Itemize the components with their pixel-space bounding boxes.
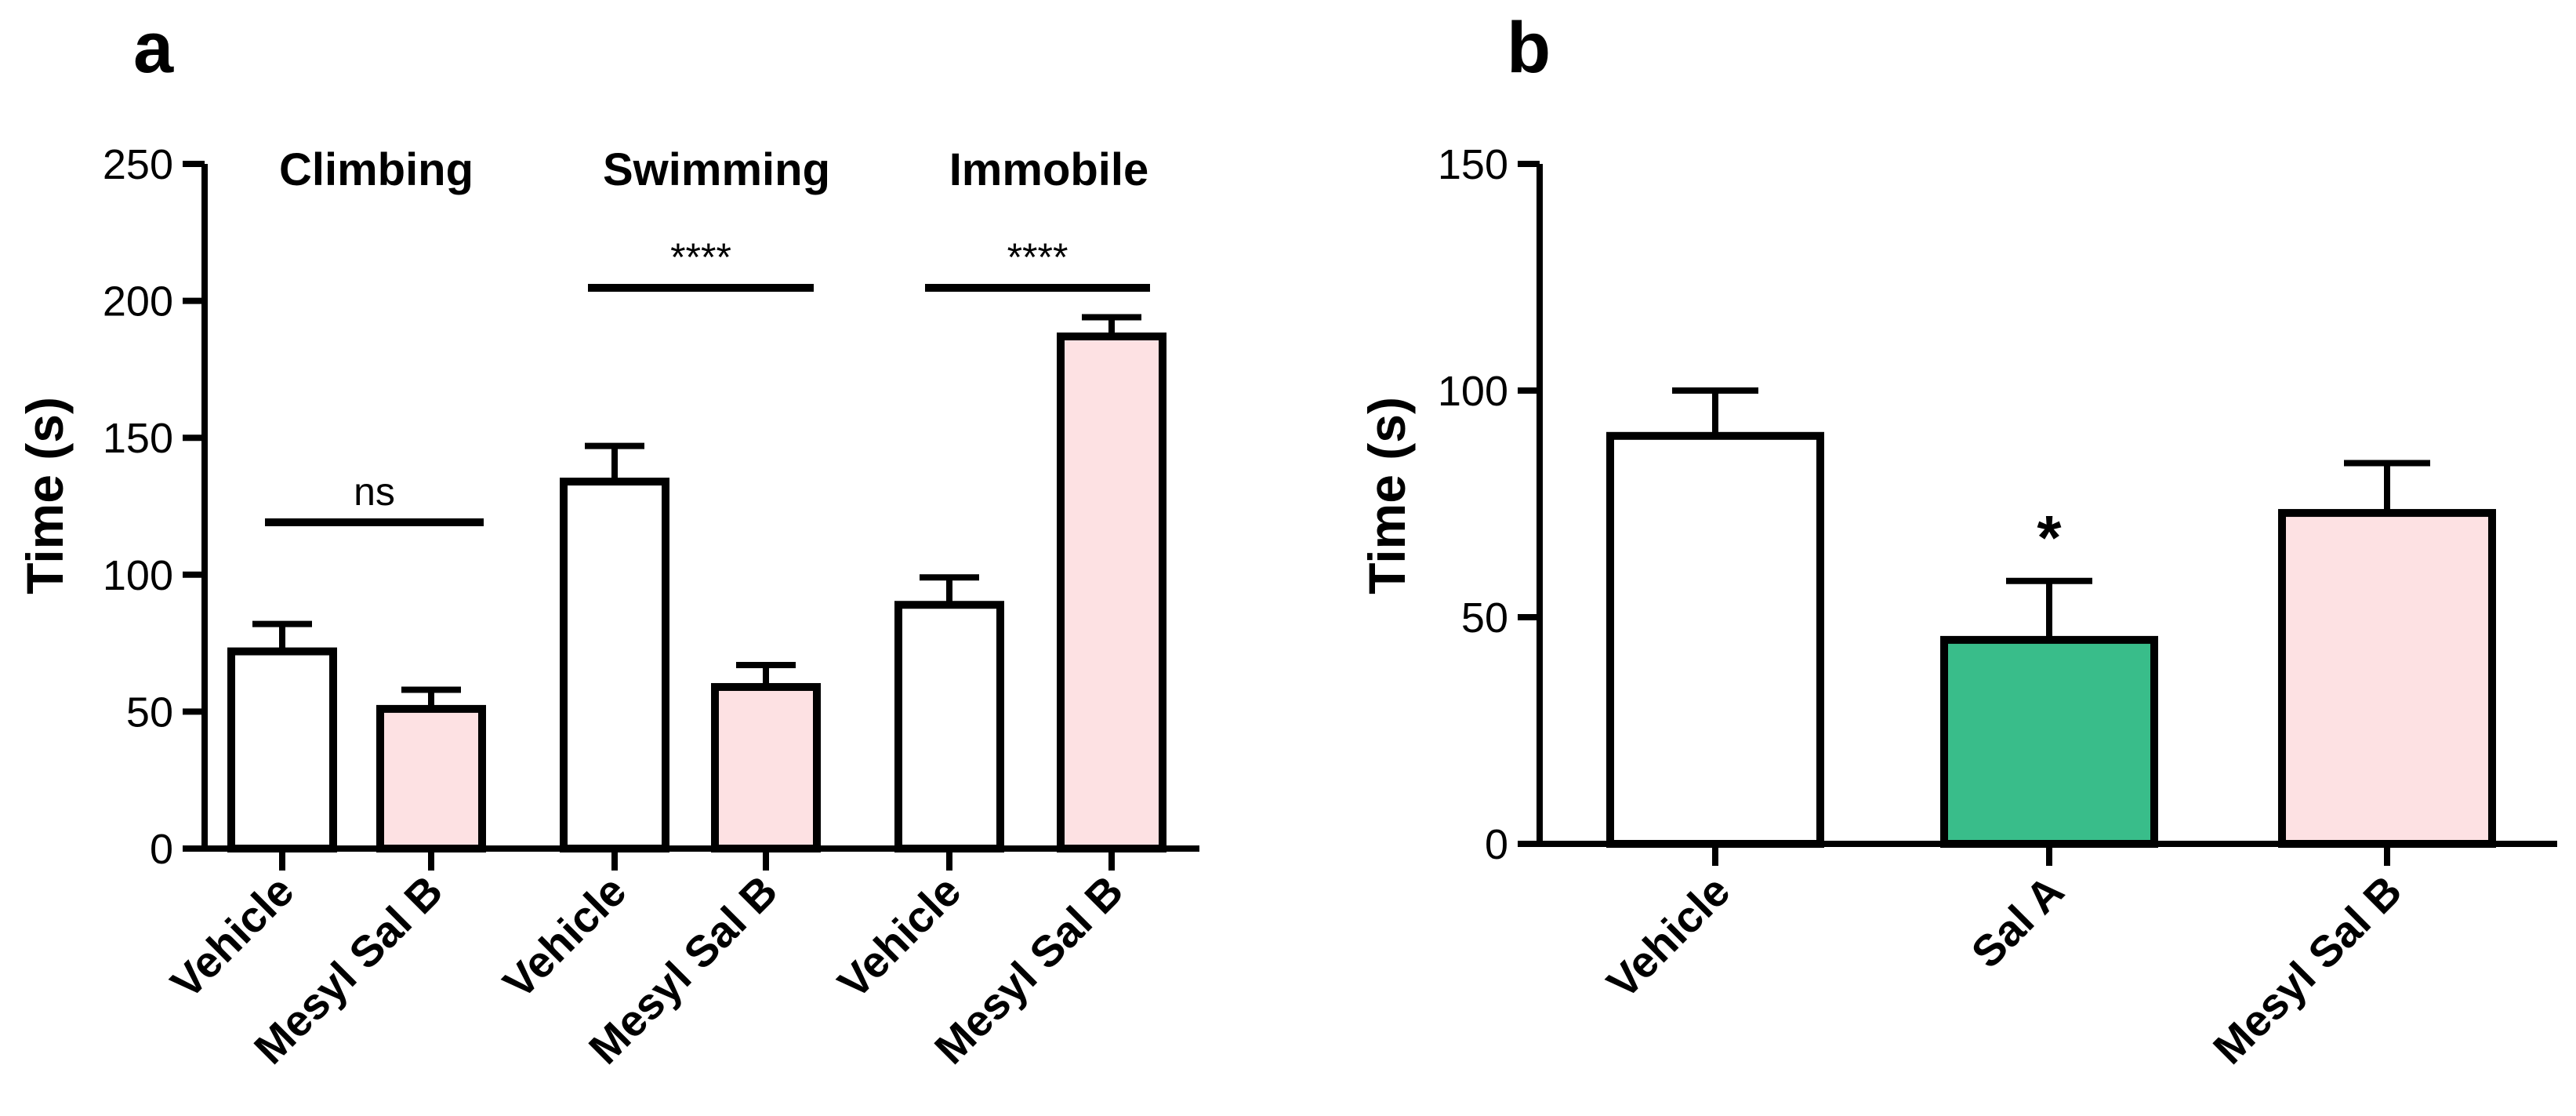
panel-b-y-tick-label: 100 bbox=[1438, 368, 1508, 415]
panel-a-y-tick-label: 200 bbox=[103, 278, 173, 325]
significance-label: **** bbox=[1007, 235, 1068, 279]
panel-a-y-tick-label: 250 bbox=[103, 141, 173, 188]
significance-label: **** bbox=[670, 235, 731, 279]
panel-a-y-tick-label: 0 bbox=[150, 826, 173, 873]
significance-label: ns bbox=[354, 470, 395, 514]
panel-a-x-tick-label: Vehicle bbox=[161, 866, 303, 1008]
panel-b-y-tick-label: 50 bbox=[1461, 594, 1508, 642]
bar bbox=[1606, 431, 1824, 848]
panel-a-x-tick-label: Vehicle bbox=[493, 866, 635, 1008]
panel-a-x-tick-label: Vehicle bbox=[828, 866, 970, 1008]
bar bbox=[560, 478, 669, 853]
bar bbox=[2278, 509, 2496, 848]
panel-a-label: a bbox=[133, 8, 174, 88]
bar bbox=[1940, 635, 2158, 849]
bar bbox=[227, 647, 337, 852]
group-label-2: Immobile bbox=[949, 144, 1149, 195]
panel-a-y-tick-label: 150 bbox=[103, 415, 173, 462]
panel-b-x-tick-label: Sal A bbox=[1961, 866, 2073, 977]
panel-b-y-axis-title: Time (s) bbox=[1358, 397, 1416, 594]
group-label-0: Climbing bbox=[279, 144, 473, 195]
panel-a-y-tick-label: 50 bbox=[126, 689, 173, 736]
panel-b-label: b bbox=[1507, 8, 1551, 88]
panel-b-y-tick-label: 150 bbox=[1438, 141, 1508, 188]
panel-b-y-tick-label: 0 bbox=[1485, 821, 1508, 868]
group-label-1: Swimming bbox=[603, 144, 830, 195]
bar bbox=[1057, 332, 1166, 853]
panel-a-y-axis-title: Time (s) bbox=[16, 397, 74, 594]
panel-a-y-tick-label: 100 bbox=[103, 552, 173, 599]
bar bbox=[711, 682, 821, 852]
panel-b: b Time (s) 0 50 100 150 * Vehicle Sal A Mesyl… bbox=[1358, 8, 2557, 1074]
panel-b-x-tick-label: Vehicle bbox=[1597, 866, 1739, 1008]
panel-b-x-tick-label: Mesyl Sal B bbox=[2204, 866, 2411, 1074]
bar bbox=[894, 601, 1004, 852]
significance-label: * bbox=[2037, 503, 2062, 573]
panel-a: a Time (s) 0 50 100 150 200 250 Climbing ns Swi… bbox=[16, 8, 1199, 1074]
bar bbox=[376, 704, 486, 853]
